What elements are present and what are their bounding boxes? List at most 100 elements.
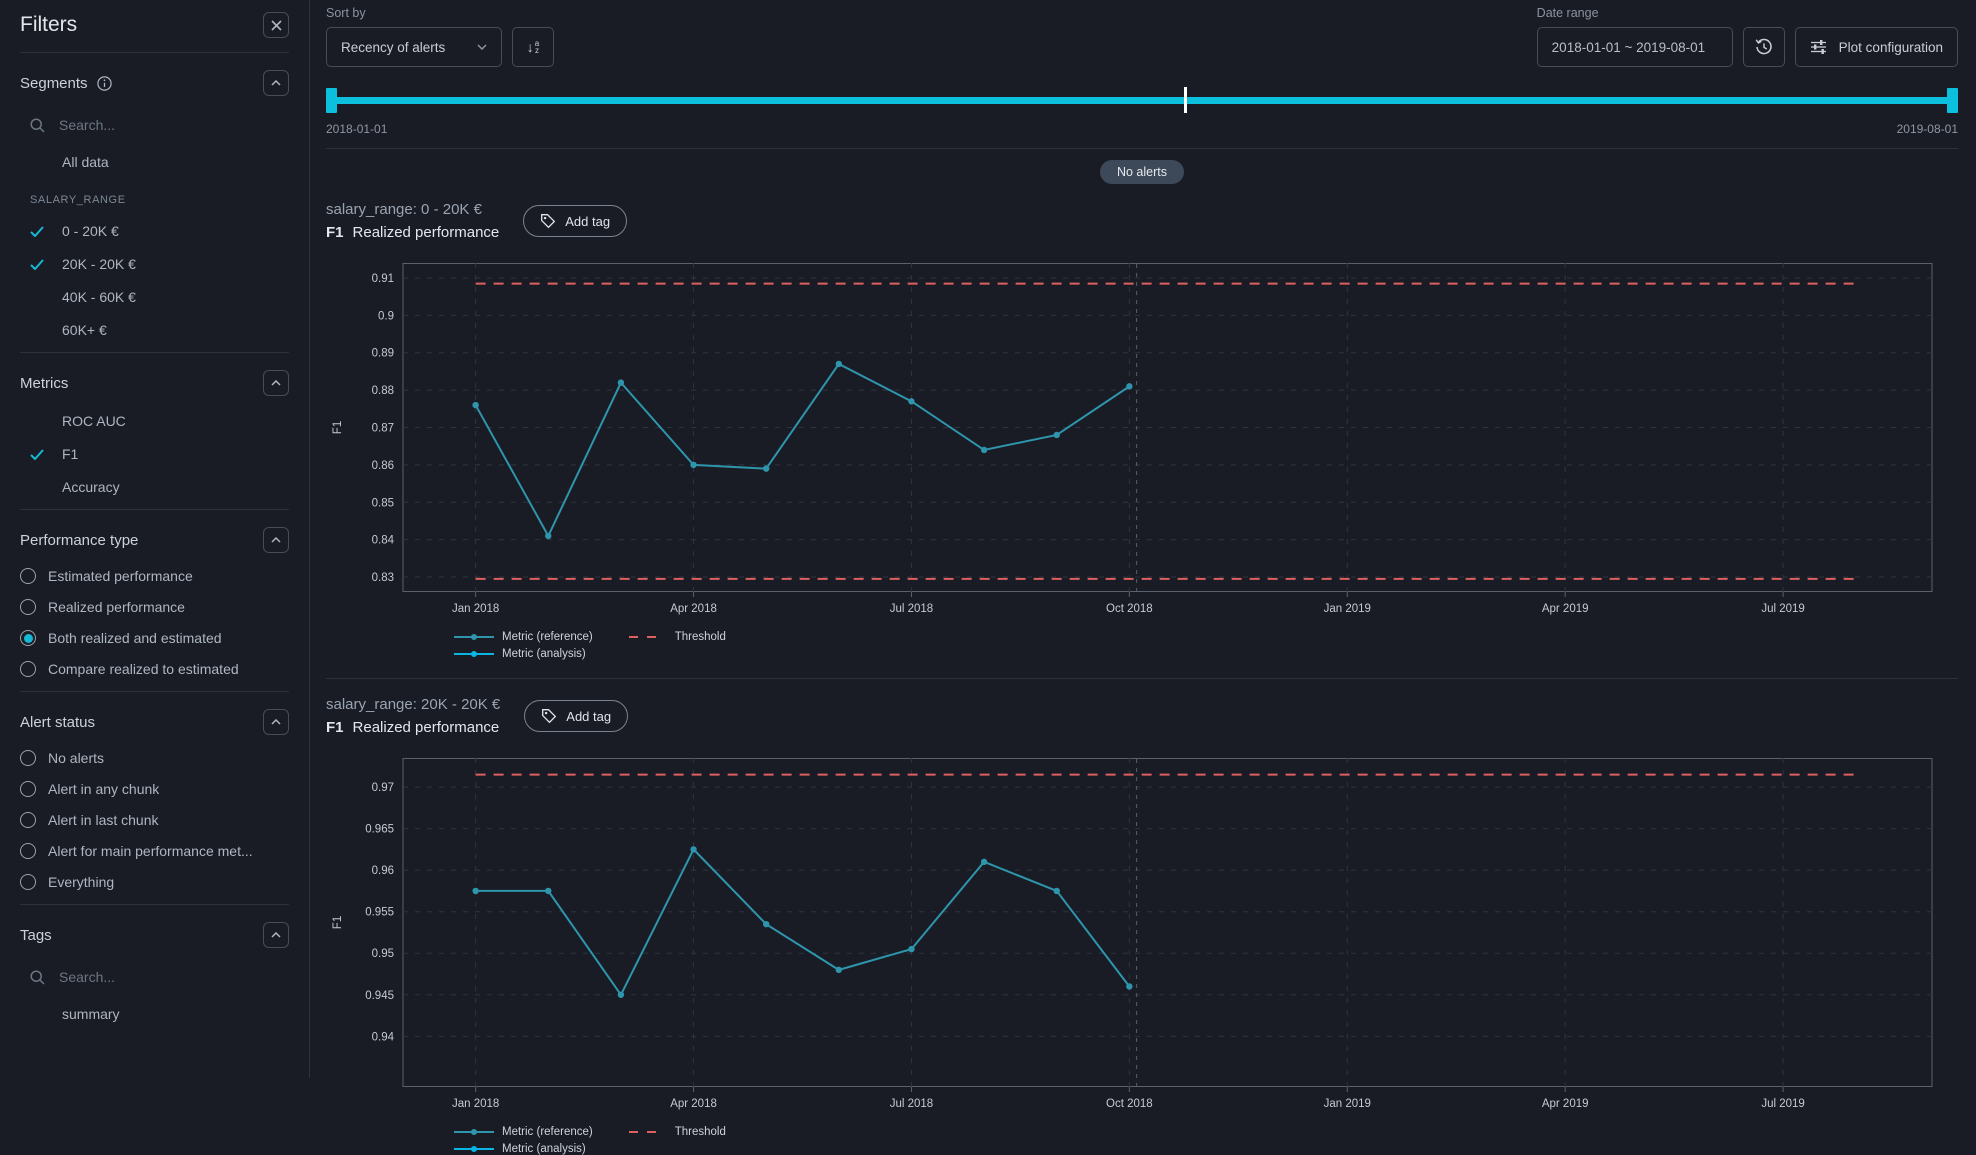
add-tag-button[interactable]: Add tag (524, 700, 628, 732)
divider (326, 148, 1958, 149)
radio-icon (20, 781, 36, 797)
legend-item: Metric (analysis) (454, 1143, 593, 1155)
sort-direction-button[interactable]: ↓az (512, 27, 554, 67)
collapse-alert-status-button[interactable] (263, 709, 289, 735)
close-sidebar-button[interactable] (263, 12, 289, 38)
collapse-segments-button[interactable] (263, 70, 289, 96)
svg-text:0.83: 0.83 (372, 572, 394, 584)
chevron-up-icon (271, 380, 281, 386)
legend-line-sample (454, 1127, 494, 1137)
svg-text:Jan 2019: Jan 2019 (1324, 603, 1371, 615)
date-range-label: Date range (1537, 6, 1958, 20)
performance-chart[interactable]: 0.830.840.850.860.870.880.890.90.91Jan 2… (326, 263, 1958, 627)
collapse-metrics-button[interactable] (263, 370, 289, 396)
segment-item[interactable]: 40K - 60K € (30, 289, 289, 305)
app: { "colors": { "accent": "#17b8d6", "slid… (0, 0, 1976, 1078)
search-icon (30, 970, 45, 985)
card-metric-label: F1 (326, 719, 344, 736)
sort-by-select[interactable]: Recency of alerts (326, 27, 502, 67)
divider (20, 352, 289, 353)
svg-text:Jul 2018: Jul 2018 (890, 603, 933, 615)
sliders-icon (1810, 39, 1827, 55)
alert-status-option[interactable]: Everything (20, 874, 289, 890)
svg-text:Jan 2018: Jan 2018 (452, 1098, 499, 1110)
radio-icon (20, 750, 36, 766)
search-icon (30, 118, 45, 133)
svg-text:0.88: 0.88 (372, 385, 394, 397)
slider-handle-start[interactable] (326, 88, 337, 113)
radio-icon (20, 599, 36, 615)
plot-configuration-button[interactable]: Plot configuration (1795, 27, 1958, 67)
svg-text:0.96: 0.96 (372, 865, 394, 877)
svg-text:0.87: 0.87 (372, 423, 394, 435)
svg-text:0.945: 0.945 (365, 990, 394, 1002)
svg-text:Apr 2018: Apr 2018 (670, 603, 717, 615)
divider (20, 691, 289, 692)
collapse-performance-type-button[interactable] (263, 527, 289, 553)
alert-status-option[interactable]: Alert for main performance met... (20, 843, 289, 859)
radio-icon (20, 568, 36, 584)
segment-all-data[interactable]: All data (62, 154, 289, 170)
legend-item: Metric (analysis) (454, 648, 593, 660)
card-title: Realized performance (353, 224, 500, 241)
chevron-up-icon (271, 537, 281, 543)
alert-status-option[interactable]: Alert in any chunk (20, 781, 289, 797)
legend-item: Metric (reference) (454, 631, 593, 643)
performance-type-option[interactable]: Realized performance (20, 599, 289, 615)
chart-legend: Metric (reference)ThresholdMetric (analy… (454, 1126, 1958, 1155)
segments-search-input[interactable] (57, 116, 237, 134)
svg-text:F1: F1 (332, 421, 344, 434)
performance-type-option[interactable]: Both realized and estimated (20, 630, 289, 646)
segment-item[interactable]: 20K - 20K € (30, 256, 289, 272)
svg-text:Oct 2018: Oct 2018 (1106, 1098, 1153, 1110)
reset-date-range-button[interactable] (1743, 27, 1785, 67)
segment-group-label: SALARY_RANGE (30, 194, 289, 206)
svg-text:Jan 2018: Jan 2018 (452, 603, 499, 615)
card-segment-label: salary_range: 0 - 20K € (326, 201, 499, 218)
svg-text:Jan 2019: Jan 2019 (1324, 1098, 1371, 1110)
slider-track[interactable] (326, 97, 1958, 104)
metric-item[interactable]: Accuracy (30, 479, 289, 495)
main-content: Sort by Recency of alerts ↓az Date range… (310, 0, 1976, 1078)
svg-text:0.86: 0.86 (372, 460, 394, 472)
result-card: salary_range: 0 - 20K € F1 Realized perfo… (326, 201, 1958, 660)
chevron-up-icon (271, 80, 281, 86)
metric-item[interactable]: ROC AUC (30, 413, 289, 429)
sort-by-label: Sort by (326, 6, 554, 20)
collapse-tags-button[interactable] (263, 922, 289, 948)
radio-icon (20, 843, 36, 859)
date-range-slider (326, 87, 1958, 113)
legend-dash-sample (627, 1127, 667, 1137)
tag-item[interactable]: summary (62, 1006, 289, 1022)
radio-icon (20, 630, 36, 646)
tags-search-input[interactable] (57, 968, 237, 986)
performance-chart[interactable]: 0.940.9450.950.9550.960.9650.97Jan 2018A… (326, 758, 1958, 1122)
svg-text:0.9: 0.9 (378, 310, 394, 322)
no-alerts-badge: No alerts (1100, 160, 1184, 184)
metric-item[interactable]: F1 (30, 446, 289, 462)
slider-handle-end[interactable] (1947, 88, 1958, 113)
radio-icon (20, 812, 36, 828)
legend-item: Threshold (627, 631, 726, 643)
alert-status-option[interactable]: Alert in last chunk (20, 812, 289, 828)
radio-icon (20, 874, 36, 890)
segment-item[interactable]: 60K+ € (30, 322, 289, 338)
segment-item[interactable]: 0 - 20K € (30, 223, 289, 239)
performance-type-option[interactable]: Estimated performance (20, 568, 289, 584)
add-tag-button[interactable]: Add tag (523, 205, 627, 237)
sidebar-title: Filters (20, 13, 77, 37)
tag-icon (541, 708, 557, 724)
chevron-up-icon (271, 719, 281, 725)
info-icon (97, 76, 112, 91)
performance-type-option[interactable]: Compare realized to estimated (20, 661, 289, 677)
slider-analysis-marker[interactable] (1184, 87, 1187, 113)
svg-text:Jul 2019: Jul 2019 (1761, 603, 1804, 615)
close-icon (271, 20, 282, 31)
svg-text:0.95: 0.95 (372, 948, 394, 960)
performance-type-section-title: Performance type (20, 532, 138, 549)
performance-type-options: Estimated performance Realized performanc… (20, 568, 289, 677)
legend-line-sample (454, 632, 494, 642)
alert-status-option[interactable]: No alerts (20, 750, 289, 766)
check-icon (30, 226, 62, 237)
date-range-input[interactable]: 2018-01-01 ~ 2019-08-01 (1537, 27, 1733, 67)
